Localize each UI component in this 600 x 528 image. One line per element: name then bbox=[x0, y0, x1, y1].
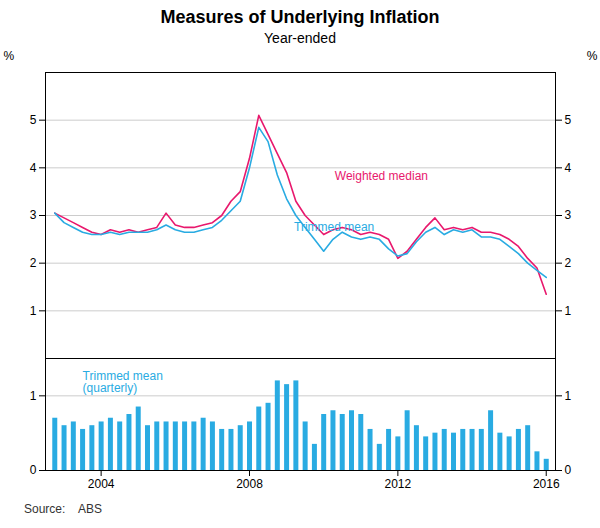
svg-text:2: 2 bbox=[565, 256, 572, 270]
svg-text:%: % bbox=[4, 49, 15, 63]
svg-text:5: 5 bbox=[565, 113, 572, 127]
svg-text:%: % bbox=[587, 49, 598, 63]
svg-text:2016: 2016 bbox=[533, 477, 560, 491]
html-text:Year-ended: Year-ended bbox=[264, 30, 336, 46]
svg-text:1: 1 bbox=[565, 389, 572, 403]
svg-text:2012: 2012 bbox=[385, 477, 412, 491]
html-text:Source: ABS: Source: ABS bbox=[24, 502, 102, 516]
svg-text:1: 1 bbox=[30, 304, 37, 318]
svg-text:0: 0 bbox=[30, 463, 37, 477]
svg-text:2008: 2008 bbox=[236, 477, 263, 491]
svg-text:3: 3 bbox=[30, 208, 37, 222]
svg-text:3: 3 bbox=[565, 208, 572, 222]
svg-text:4: 4 bbox=[565, 161, 572, 175]
svg-text:5: 5 bbox=[30, 113, 37, 127]
svg-text:2004: 2004 bbox=[88, 477, 115, 491]
svg-text:1: 1 bbox=[30, 389, 37, 403]
svg-text:Trimmed mean(quarterly): Trimmed mean(quarterly) bbox=[83, 369, 163, 395]
svg-text:Trimmed mean: Trimmed mean bbox=[294, 220, 374, 234]
svg-text:Weighted median: Weighted median bbox=[335, 169, 428, 183]
svg-text:4: 4 bbox=[30, 161, 37, 175]
svg-text:1: 1 bbox=[565, 304, 572, 318]
html-text:Measures of Underlying Inflati: Measures of Underlying Inflation bbox=[160, 7, 440, 27]
svg-text:0: 0 bbox=[565, 463, 572, 477]
svg-text:2: 2 bbox=[30, 256, 37, 270]
